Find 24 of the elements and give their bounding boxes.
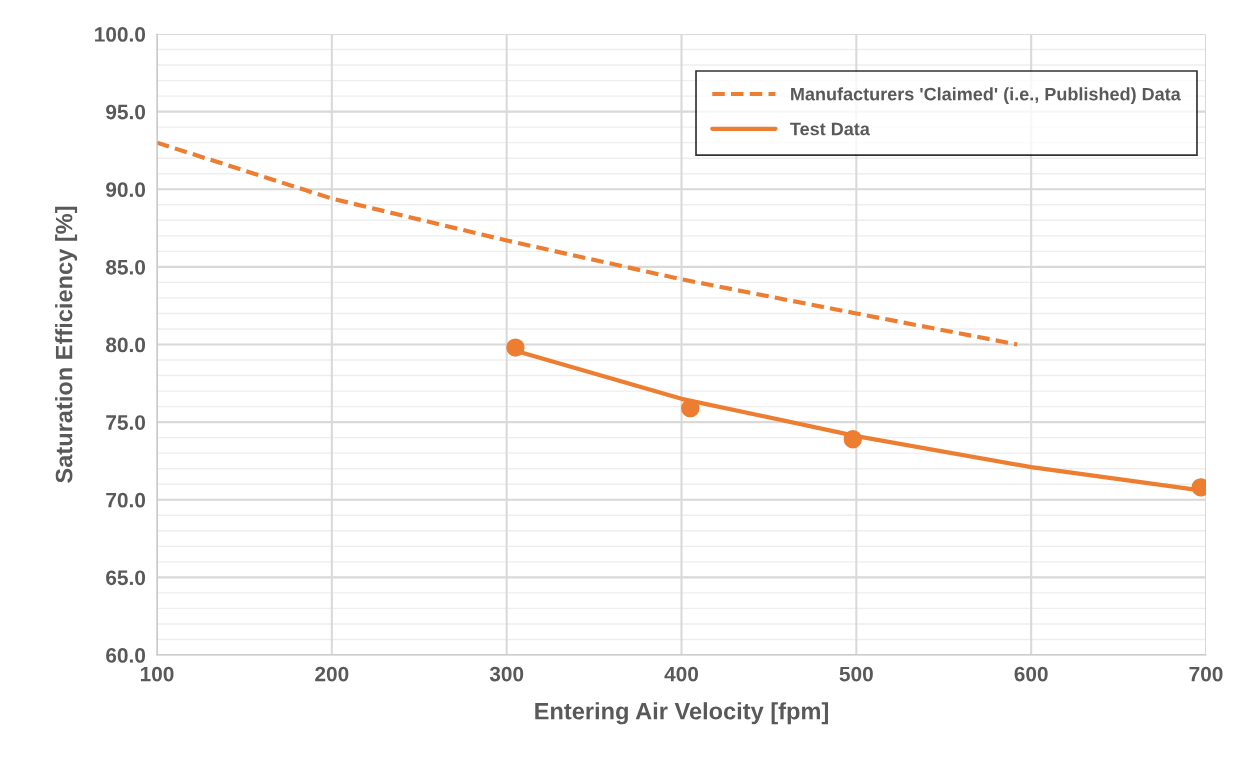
y-tick-label: 60.0 xyxy=(106,648,146,663)
x-tick-label: 600 xyxy=(1014,666,1048,682)
x-tick-label: 700 xyxy=(1189,666,1223,682)
point xyxy=(843,430,863,449)
y-tick-label: 70.0 xyxy=(106,492,146,508)
legend-label: Test Data xyxy=(790,122,870,136)
y-tick-label: 95.0 xyxy=(106,104,146,120)
line-series xyxy=(157,140,1020,347)
y-tick-label: 65.0 xyxy=(106,570,146,586)
y-axis-title: Saturation Efficiency [%] xyxy=(55,206,78,483)
point xyxy=(506,338,525,357)
x-tick-label: 400 xyxy=(664,666,699,682)
y-tick-label: 80.0 xyxy=(106,337,146,353)
x-tick-label: 100 xyxy=(140,666,174,682)
x-tick-label: 500 xyxy=(839,666,873,682)
x-tick-label: 200 xyxy=(315,666,349,682)
legend-label: Manufacturers 'Claimed' (i.e., Published) Data xyxy=(791,87,1181,105)
point xyxy=(681,398,700,418)
x-tick-label: 300 xyxy=(489,666,524,682)
y-tick-label: 100.0 xyxy=(95,27,146,42)
y-tick-label: 85.0 xyxy=(106,259,146,275)
y-tick-label: 75.0 xyxy=(106,415,146,430)
y-tick-label: 90.0 xyxy=(106,182,146,197)
x-axis-title: Entering Air Velocity [fpm] xyxy=(535,702,828,725)
